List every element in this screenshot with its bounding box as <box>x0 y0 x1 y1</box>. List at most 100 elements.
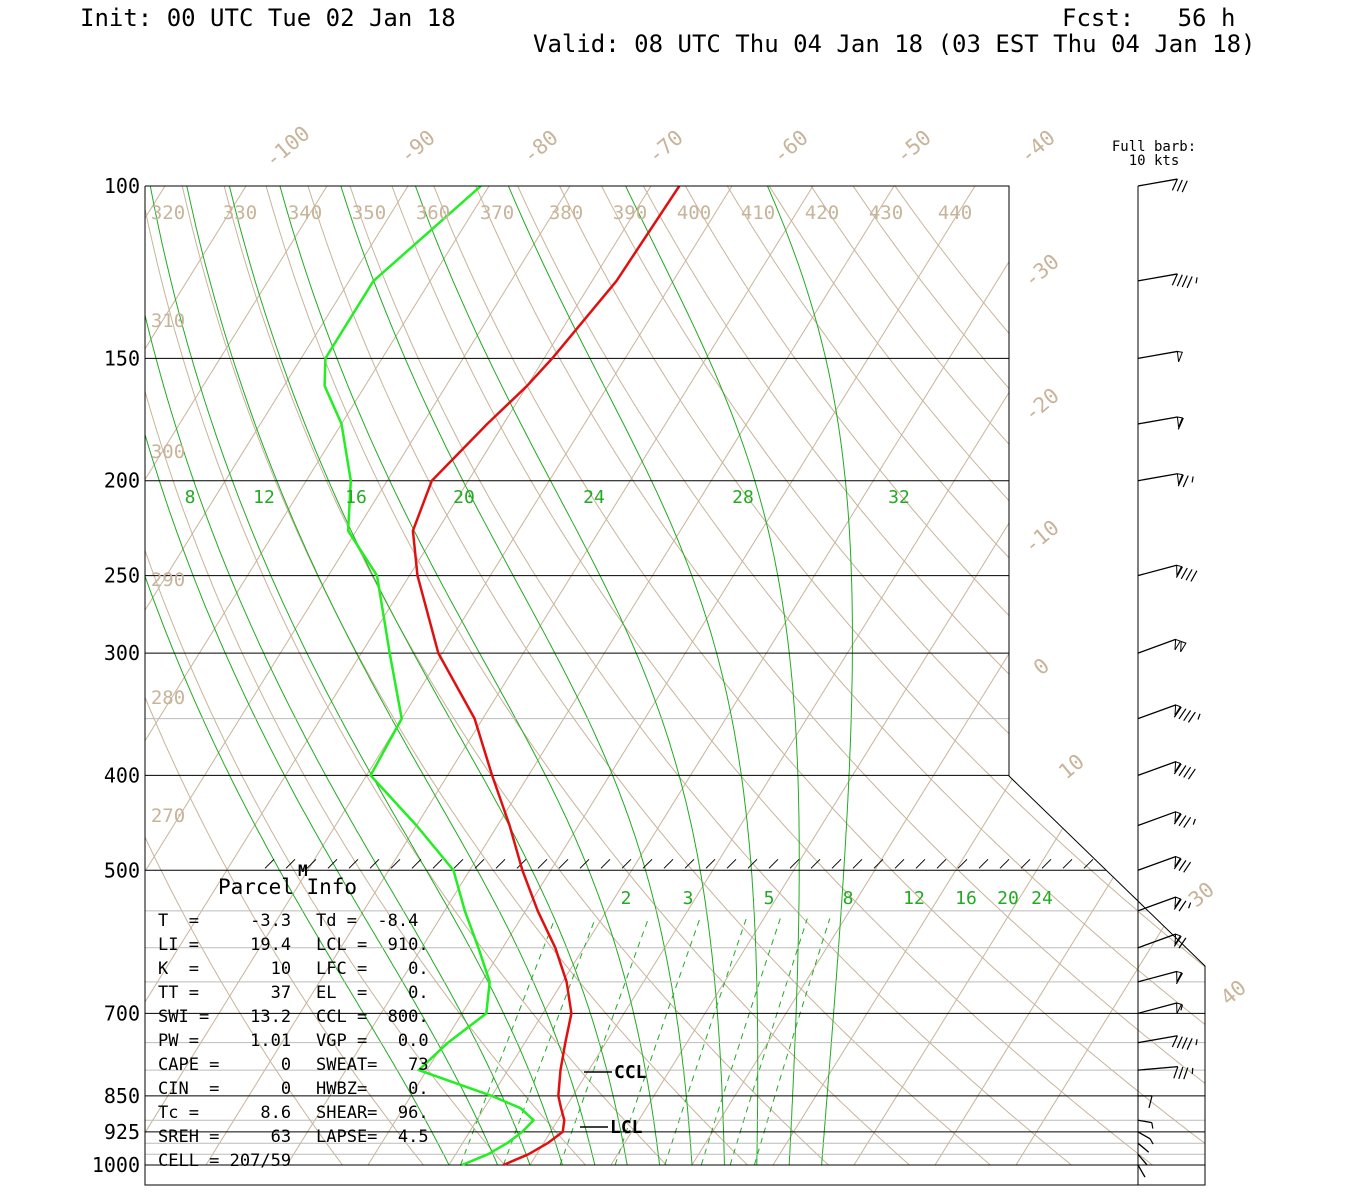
moist-adiabat-label: 20 <box>453 487 475 508</box>
wind-barb <box>1137 1002 1184 1014</box>
isotherm-line <box>145 186 166 1166</box>
mixing-ratio-line <box>664 918 747 1166</box>
barb-full <box>1173 935 1182 947</box>
mixing-ratio-label: 3 <box>683 888 694 909</box>
barb-staff <box>1137 1065 1178 1071</box>
barb-half <box>1188 902 1192 909</box>
mixing-ratio-line <box>559 918 649 1166</box>
barb-full <box>1178 937 1187 949</box>
max-wind-marker: M <box>298 861 308 880</box>
y-tick-label: 150 <box>104 346 140 370</box>
barb-staff <box>1137 896 1176 912</box>
barb-flag <box>1174 811 1182 823</box>
barb-staff <box>1137 704 1176 720</box>
wind-barb <box>1137 564 1198 582</box>
theta-label: 380 <box>549 202 583 224</box>
isotherm-label: 40 <box>1216 975 1251 1010</box>
y-tick-label: 250 <box>104 564 140 588</box>
barb-half <box>1149 1138 1154 1145</box>
parcel-cell: SWI = 13.2 <box>158 1007 292 1027</box>
parcel-cell: SREH = 63 <box>158 1127 292 1147</box>
hatch-mark <box>642 858 653 869</box>
mixing-ratio-label: 24 <box>1031 888 1053 909</box>
y-tick-label: 700 <box>104 1001 140 1025</box>
dry-adiabat-line <box>726 186 1205 1166</box>
theta-label: 390 <box>613 202 647 224</box>
parcel-cell: CAPE = 0 <box>158 1055 292 1075</box>
hatch-mark <box>726 858 737 869</box>
wind-barb <box>1138 1095 1153 1109</box>
hatch-mark <box>306 858 317 869</box>
mixing-ratio-line <box>502 918 596 1166</box>
barb-full <box>1173 763 1182 775</box>
dry-adiabat-line <box>810 186 1205 1166</box>
barb-full <box>1177 474 1184 487</box>
hatch-mark <box>768 858 779 869</box>
parcel-cell: SHEAR= 96. <box>316 1103 429 1123</box>
barb-half <box>1151 1122 1154 1129</box>
barb-full <box>1180 567 1188 580</box>
isotherm-label: -20 <box>1019 383 1063 426</box>
barb-staff <box>1137 970 1177 983</box>
barb-legend: Full barb: 10 kts <box>1108 140 1200 168</box>
theta-label: 370 <box>480 202 514 224</box>
mixing-ratio-label: 8 <box>843 888 854 909</box>
barb-full <box>1181 1037 1188 1050</box>
wind-barb <box>1137 855 1192 873</box>
barb-full <box>1183 710 1192 722</box>
hatch-mark <box>957 858 968 869</box>
valid-time: Valid: 08 UTC Thu 04 Jan 18 (03 EST Thu … <box>533 30 1256 58</box>
theta-label: 280 <box>151 687 185 709</box>
hatch-mark <box>978 858 989 869</box>
wind-barb <box>1137 273 1198 289</box>
barb-full <box>1176 1036 1183 1049</box>
isotherm-line <box>145 186 490 1166</box>
hatch-mark <box>1041 858 1052 869</box>
barb-full <box>1186 276 1193 289</box>
dry-adiabat-line <box>601 186 1205 1166</box>
hatch-mark <box>369 858 380 869</box>
moist-adiabat-label: 28 <box>732 487 754 508</box>
parcel-cell: Td = -8.4 <box>316 911 419 931</box>
mixing-ratio-label: 12 <box>903 888 925 909</box>
barb-flag <box>1174 933 1182 945</box>
wind-barb <box>1137 638 1187 654</box>
isotherm-line <box>610 186 1205 1166</box>
theta-label: 300 <box>151 441 185 463</box>
barb-staff <box>1137 1164 1146 1178</box>
init-time: Init: 00 UTC Tue 02 Jan 18 <box>80 4 456 32</box>
isotherm-label: -90 <box>395 125 439 168</box>
hatch-mark <box>411 858 422 869</box>
isotherm-label: -60 <box>768 125 812 168</box>
parcel-cell: VGP = 0.0 <box>316 1031 429 1051</box>
barb-full <box>1181 180 1188 193</box>
parcel-cell: PW = 1.01 <box>158 1031 292 1051</box>
mixing-ratio-label: 2 <box>621 888 632 909</box>
barb-full <box>1175 566 1183 578</box>
hatch-mark <box>747 858 758 869</box>
barb-flag <box>1176 1002 1183 1014</box>
parcel-cell: Tc = 8.6 <box>158 1103 292 1123</box>
barb-full <box>1171 273 1178 286</box>
isotherm-line <box>772 186 1205 1166</box>
y-tick-label: 500 <box>104 858 140 882</box>
dry-adiabat-line <box>852 186 1205 1166</box>
y-tick-label: 400 <box>104 763 140 787</box>
isotherm-line <box>145 186 328 1166</box>
hatch-mark <box>558 858 569 869</box>
y-tick-label: 300 <box>104 641 140 665</box>
isotherm-line <box>691 186 1205 1166</box>
barb-half <box>1180 1004 1184 1011</box>
mixing-ratio-line <box>700 918 781 1166</box>
barb-staff <box>1137 564 1177 577</box>
barb-full <box>1176 274 1183 287</box>
moist-adiabat-label: 8 <box>185 487 196 508</box>
parcel-cell: TT = 37 <box>158 983 292 1003</box>
wind-barb <box>1137 1035 1198 1050</box>
hatch-mark <box>873 858 884 869</box>
barb-full <box>1185 569 1193 581</box>
barb-full <box>1173 858 1182 870</box>
parcel-cell: LCL = 910. <box>316 935 429 955</box>
hatch-mark <box>327 858 338 869</box>
isotherm-label: -40 <box>1015 125 1059 168</box>
